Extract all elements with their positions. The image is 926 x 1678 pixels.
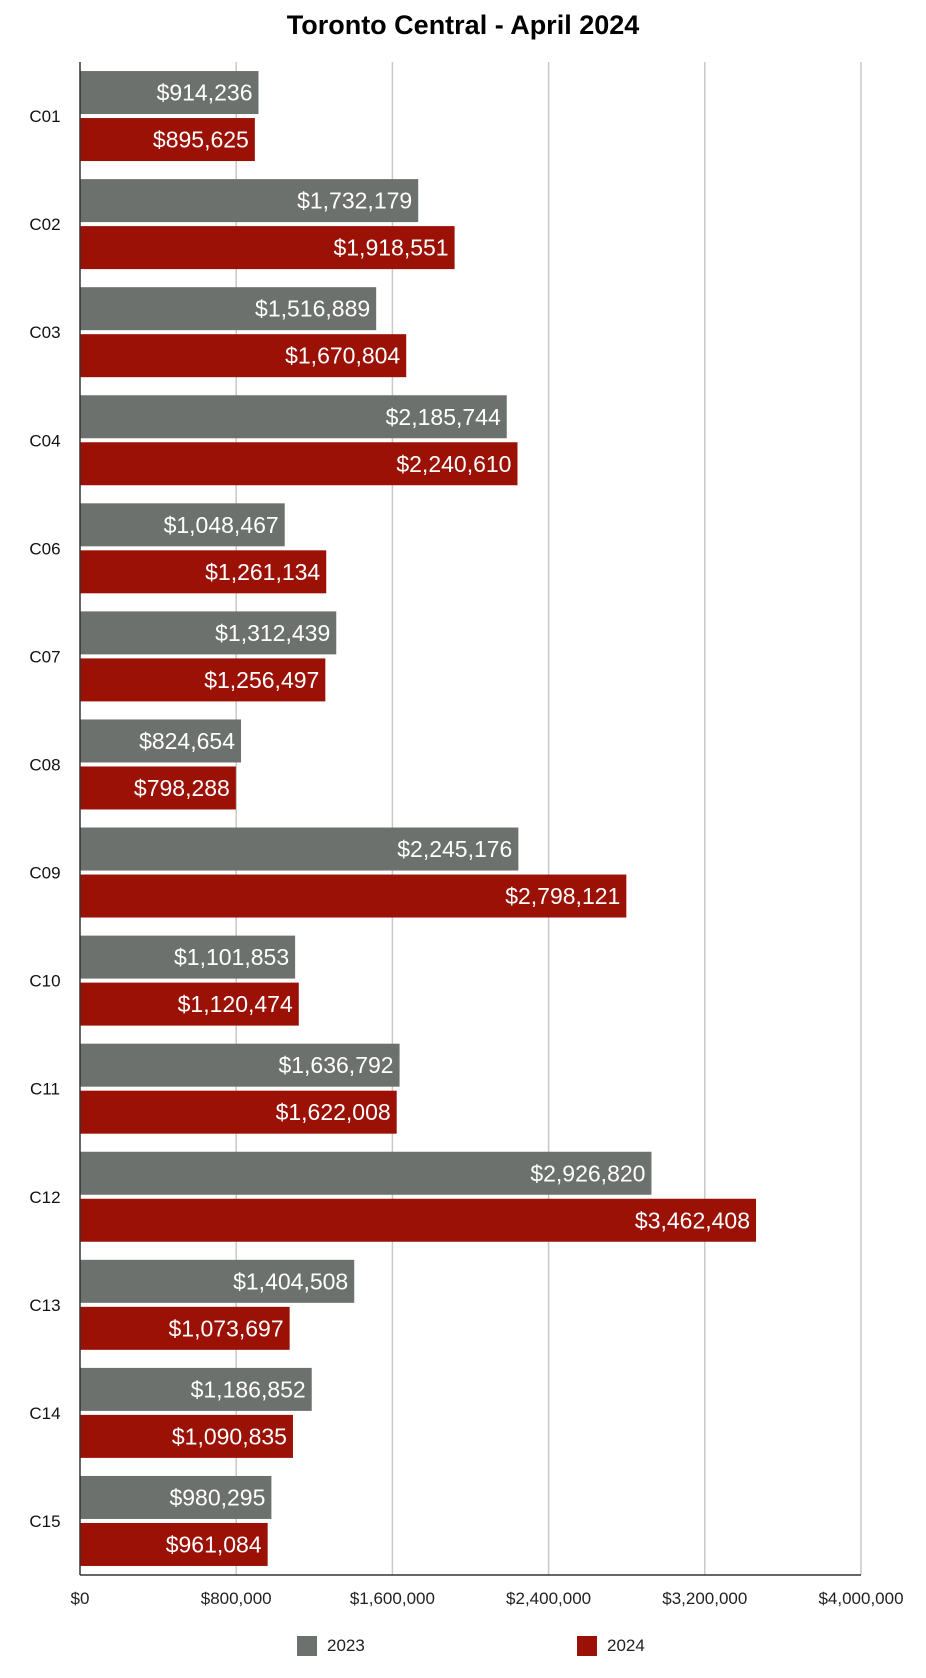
bar-2023-C02 bbox=[80, 179, 419, 223]
data-label-2024-C01: $895,625 bbox=[153, 127, 249, 153]
legend-swatch-2023 bbox=[297, 1636, 317, 1656]
bar-2024-C04 bbox=[80, 442, 518, 486]
y-category-label: C06 bbox=[29, 539, 60, 558]
data-label-2023-C13: $1,404,508 bbox=[233, 1268, 348, 1294]
bar-2023-C07 bbox=[80, 611, 337, 655]
bar-2024-C15 bbox=[80, 1522, 268, 1566]
y-category-label: C07 bbox=[29, 647, 60, 666]
data-label-2023-C01: $914,236 bbox=[157, 80, 253, 106]
bar-2024-C08 bbox=[80, 766, 236, 810]
x-tick-label: $2,400,000 bbox=[506, 1589, 591, 1608]
bar-2023-C03 bbox=[80, 287, 377, 331]
bar-2023-C11 bbox=[80, 1043, 400, 1087]
x-tick-label: $3,200,000 bbox=[662, 1589, 747, 1608]
data-label-2024-C07: $1,256,497 bbox=[204, 667, 319, 693]
data-label-2023-C14: $1,186,852 bbox=[191, 1376, 306, 1402]
y-category-label: C10 bbox=[29, 972, 60, 991]
bar-2024-C09 bbox=[80, 874, 627, 918]
bar-2024-C03 bbox=[80, 334, 407, 378]
bar-2023-C12 bbox=[80, 1151, 652, 1195]
bar-2023-C15 bbox=[80, 1475, 272, 1519]
bar-2023-C13 bbox=[80, 1259, 355, 1303]
data-label-2024-C14: $1,090,835 bbox=[172, 1423, 287, 1449]
data-label-2024-C06: $1,261,134 bbox=[205, 559, 320, 585]
bar-2023-C14 bbox=[80, 1367, 312, 1411]
bar-2023-C06 bbox=[80, 503, 285, 547]
bar-2024-C07 bbox=[80, 658, 326, 702]
bar-2023-C01 bbox=[80, 71, 259, 115]
data-label-2023-C10: $1,101,853 bbox=[174, 944, 289, 970]
x-tick-label: $800,000 bbox=[201, 1589, 272, 1608]
bar-2023-C10 bbox=[80, 935, 296, 979]
y-category-label: C14 bbox=[29, 1404, 60, 1423]
y-category-label: C15 bbox=[29, 1512, 60, 1531]
x-tick-label: $0 bbox=[71, 1589, 90, 1608]
x-tick-label: $4,000,000 bbox=[818, 1589, 903, 1608]
data-label-2023-C06: $1,048,467 bbox=[164, 512, 279, 538]
data-label-2024-C13: $1,073,697 bbox=[169, 1315, 284, 1341]
bar-2024-C01 bbox=[80, 118, 255, 162]
y-category-label: C01 bbox=[29, 107, 60, 126]
data-label-2023-C07: $1,312,439 bbox=[215, 620, 330, 646]
data-label-2023-C04: $2,185,744 bbox=[386, 404, 501, 430]
data-label-2024-C10: $1,120,474 bbox=[178, 991, 293, 1017]
legend-label-2024: 2024 bbox=[607, 1636, 645, 1655]
bar-2024-C02 bbox=[80, 226, 455, 270]
bar-2024-C14 bbox=[80, 1414, 293, 1458]
bar-2024-C10 bbox=[80, 982, 299, 1026]
data-label-2023-C15: $980,295 bbox=[169, 1484, 265, 1510]
data-label-2024-C03: $1,670,804 bbox=[285, 343, 400, 369]
bar-2023-C04 bbox=[80, 395, 507, 439]
legend-swatch-2024 bbox=[577, 1636, 597, 1656]
y-category-label: C03 bbox=[29, 323, 60, 342]
y-category-label: C02 bbox=[29, 215, 60, 234]
y-category-label: C13 bbox=[29, 1296, 60, 1315]
data-label-2023-C12: $2,926,820 bbox=[530, 1160, 645, 1186]
data-label-2023-C11: $1,636,792 bbox=[278, 1052, 393, 1078]
bar-2024-C12 bbox=[80, 1198, 757, 1242]
legend-item-2023: 2023 bbox=[297, 1635, 365, 1657]
data-label-2023-C08: $824,654 bbox=[139, 728, 235, 754]
bar-2023-C08 bbox=[80, 719, 242, 763]
y-category-label: C04 bbox=[29, 431, 60, 450]
chart-title: Toronto Central - April 2024 bbox=[286, 10, 640, 40]
data-label-2024-C04: $2,240,610 bbox=[396, 451, 511, 477]
data-label-2024-C15: $961,084 bbox=[166, 1531, 262, 1557]
y-category-label: C09 bbox=[29, 864, 60, 883]
data-label-2023-C02: $1,732,179 bbox=[297, 188, 412, 214]
bar-2024-C13 bbox=[80, 1306, 290, 1350]
y-category-label: C11 bbox=[30, 1080, 60, 1099]
data-label-2024-C02: $1,918,551 bbox=[333, 235, 448, 261]
data-label-2023-C09: $2,245,176 bbox=[397, 836, 512, 862]
data-label-2024-C09: $2,798,121 bbox=[505, 883, 620, 909]
data-label-2024-C11: $1,622,008 bbox=[276, 1099, 391, 1125]
legend-item-2024: 2024 bbox=[577, 1635, 645, 1657]
bar-2024-C06 bbox=[80, 550, 327, 594]
legend-label-2023: 2023 bbox=[327, 1636, 365, 1655]
data-label-2024-C12: $3,462,408 bbox=[635, 1207, 750, 1233]
y-category-label: C12 bbox=[29, 1188, 60, 1207]
bar-2023-C09 bbox=[80, 827, 519, 871]
data-label-2024-C08: $798,288 bbox=[134, 775, 230, 801]
x-tick-label: $1,600,000 bbox=[350, 1589, 435, 1608]
bar-2024-C11 bbox=[80, 1090, 397, 1134]
y-category-label: C08 bbox=[29, 755, 60, 774]
data-label-2023-C03: $1,516,889 bbox=[255, 296, 370, 322]
